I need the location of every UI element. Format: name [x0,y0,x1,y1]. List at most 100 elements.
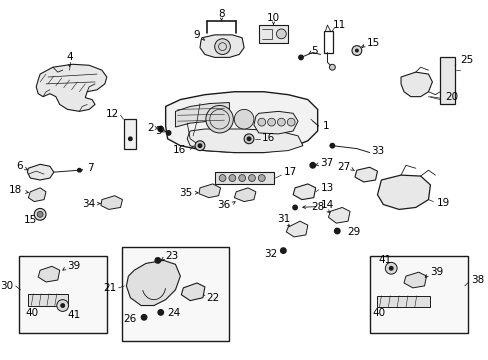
Text: 20: 20 [444,92,457,102]
Circle shape [128,136,133,141]
Bar [369,256,467,333]
Circle shape [219,175,225,181]
Text: 16: 16 [173,145,186,154]
Text: 16: 16 [261,133,274,143]
Text: 15: 15 [366,38,379,48]
Circle shape [298,54,304,60]
Text: 39: 39 [429,267,443,277]
Circle shape [205,105,233,133]
Polygon shape [200,35,244,57]
Text: 24: 24 [167,309,181,318]
Circle shape [286,118,294,126]
Text: 39: 39 [67,261,81,271]
Text: 8: 8 [218,9,224,19]
Bar [124,119,136,149]
Circle shape [257,118,265,126]
Circle shape [351,46,361,55]
Text: 12: 12 [105,109,119,119]
Circle shape [354,49,358,53]
Text: 32: 32 [264,248,277,258]
Polygon shape [38,266,60,282]
Circle shape [333,228,340,234]
Text: 19: 19 [435,198,448,208]
Text: 38: 38 [470,275,484,285]
Circle shape [329,143,335,149]
Text: 29: 29 [346,227,360,237]
Text: 17: 17 [283,167,296,177]
Circle shape [234,109,253,129]
Polygon shape [234,188,255,202]
Polygon shape [253,111,298,134]
Circle shape [141,314,147,321]
Circle shape [279,247,286,254]
Circle shape [228,175,235,181]
Polygon shape [165,92,317,153]
Text: 40: 40 [372,309,385,318]
Text: 13: 13 [320,183,333,193]
Text: 3: 3 [155,126,162,136]
Circle shape [77,168,81,173]
Circle shape [157,309,164,316]
Circle shape [197,143,202,148]
Circle shape [388,266,393,271]
Polygon shape [400,72,431,96]
Circle shape [267,118,275,126]
Text: 7: 7 [87,163,94,173]
Text: 5: 5 [310,46,317,55]
Text: 2: 2 [147,123,154,133]
Circle shape [214,39,230,54]
Circle shape [238,175,245,181]
Bar [323,31,333,53]
Bar [19,256,106,333]
Circle shape [309,162,316,169]
Text: 25: 25 [459,55,472,66]
Text: 33: 33 [371,145,384,156]
Bar [122,247,229,341]
Polygon shape [175,103,229,127]
Polygon shape [292,184,315,199]
Polygon shape [354,167,377,182]
Circle shape [258,175,264,181]
Circle shape [277,118,285,126]
Text: 40: 40 [26,309,39,318]
Text: 36: 36 [217,201,230,211]
Text: 22: 22 [205,293,219,303]
Bar [214,172,273,184]
Circle shape [37,211,43,217]
Text: 27: 27 [336,162,349,172]
Text: 11: 11 [332,20,345,30]
Text: 23: 23 [165,252,179,261]
Circle shape [195,141,204,150]
Circle shape [57,300,68,311]
Text: 14: 14 [320,199,333,210]
Text: 28: 28 [311,202,324,212]
Text: 37: 37 [320,158,333,168]
Circle shape [385,262,396,274]
Polygon shape [126,260,180,306]
Text: 34: 34 [81,198,95,208]
Bar [258,25,287,43]
Text: 4: 4 [66,53,73,62]
Circle shape [34,208,46,220]
Text: 41: 41 [67,310,81,320]
Text: 9: 9 [193,30,200,40]
Polygon shape [181,283,204,301]
Bar [28,294,67,306]
Text: 6: 6 [16,161,22,171]
Text: 1: 1 [322,121,328,131]
Text: 18: 18 [9,185,22,195]
Text: 21: 21 [103,283,116,293]
Circle shape [60,303,65,308]
Circle shape [154,257,161,264]
Circle shape [248,175,255,181]
Circle shape [246,136,251,141]
Text: 15: 15 [23,215,37,225]
Text: 26: 26 [123,314,136,324]
Polygon shape [27,164,54,180]
Text: 31: 31 [276,214,289,224]
Polygon shape [328,207,349,223]
Polygon shape [28,188,46,202]
Circle shape [291,204,298,210]
Polygon shape [403,272,426,288]
Text: 41: 41 [378,255,391,265]
